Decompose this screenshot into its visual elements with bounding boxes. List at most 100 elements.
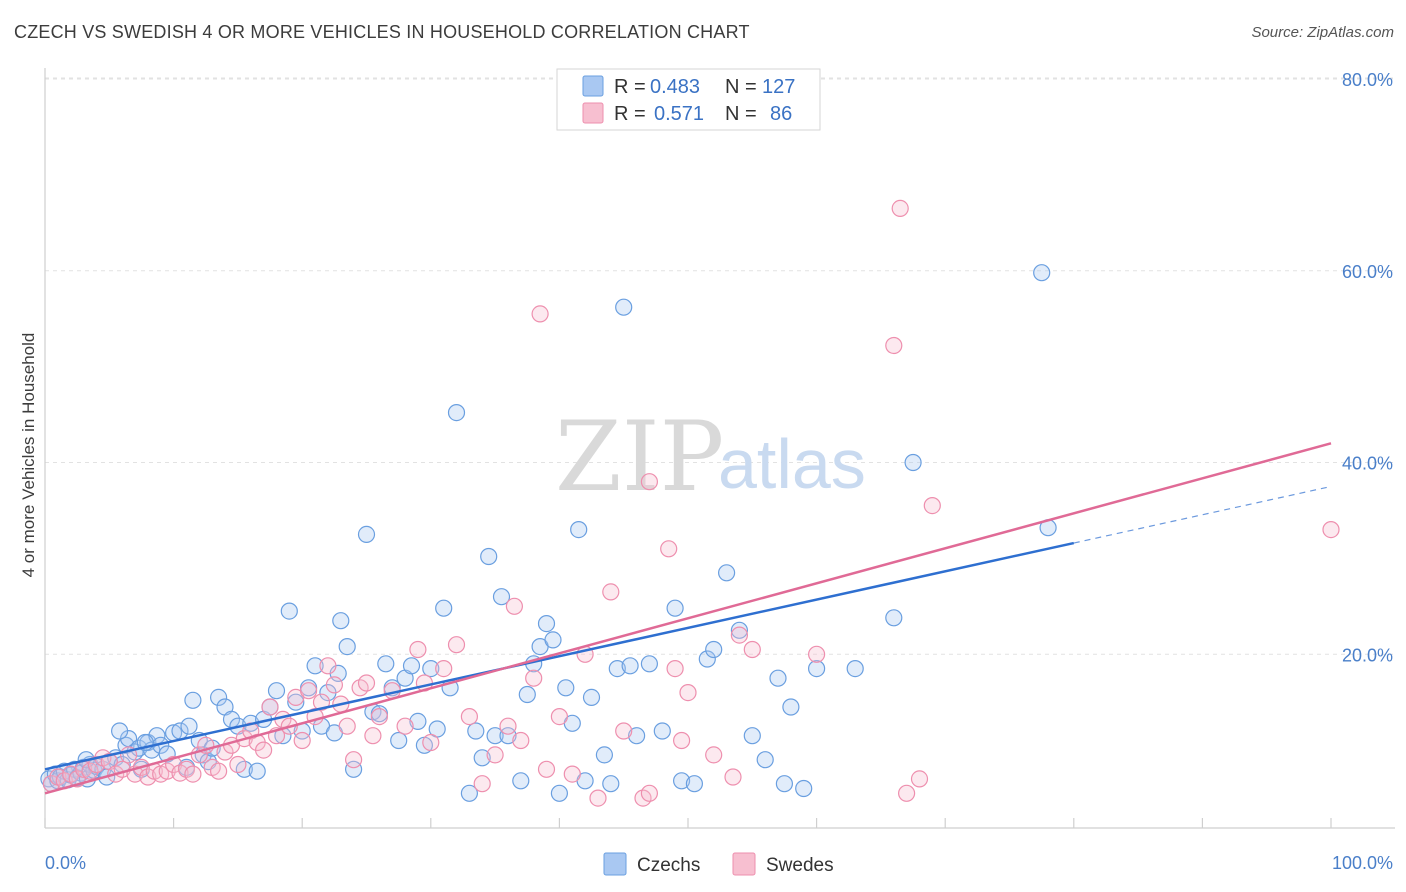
swedes-point	[229, 755, 247, 774]
swedes-point	[885, 336, 903, 355]
swedes-point	[499, 717, 517, 735]
czechs-point	[537, 614, 556, 633]
czechs-point	[110, 722, 129, 740]
czechs-point	[377, 655, 395, 673]
czechs-point	[557, 679, 575, 697]
swedes-point	[422, 733, 440, 752]
legend-n-value-swedes: 86	[770, 103, 792, 125]
swedes-point	[158, 762, 176, 780]
czechs-point	[467, 722, 485, 740]
czechs-point	[518, 685, 536, 704]
czechs-point	[743, 727, 761, 745]
watermark: ZIP atlas	[555, 401, 866, 513]
legend-n-value-czechs: 127	[762, 76, 795, 98]
czechs-point	[486, 727, 504, 745]
czechs-point	[602, 775, 620, 793]
czechs-point	[306, 657, 324, 675]
czechs-point	[447, 404, 466, 422]
y-tick-labels: 20.0% 40.0% 60.0% 80.0%	[1342, 70, 1393, 665]
swedes-point	[660, 540, 678, 558]
series-legend: Czechs Swedes	[603, 852, 834, 876]
czechs-point	[473, 749, 491, 767]
swedes-point	[563, 765, 581, 783]
czechs-point	[184, 691, 202, 709]
czechs-point	[756, 751, 774, 769]
czechs-point	[904, 453, 922, 472]
watermark-zip: ZIP	[555, 401, 724, 513]
czechs-point	[782, 698, 800, 716]
swedes-point	[550, 707, 569, 726]
legend-swatch-swedes	[582, 102, 604, 124]
czechs-point	[492, 588, 511, 606]
czechs-point	[409, 712, 427, 731]
legend-swatch-czechs	[582, 75, 604, 97]
czechs-point	[717, 564, 736, 582]
series-label-czechs: Czechs	[637, 855, 700, 876]
swedes-point	[210, 762, 228, 780]
czechs-point	[775, 775, 794, 793]
swedes-point	[525, 669, 543, 687]
legend-r-value-czechs: 0.483	[650, 76, 700, 98]
legend-n-label-czechs: N =	[725, 76, 757, 98]
czechs-point	[357, 525, 376, 544]
czechs-point	[672, 772, 691, 790]
series-label-swedes: Swedes	[766, 855, 834, 876]
legend-r-label-swedes: R =	[614, 103, 646, 125]
swedes-point	[807, 645, 826, 663]
czechs-point	[730, 621, 749, 639]
czechs-point	[666, 599, 684, 617]
czechs-point	[705, 640, 723, 659]
czechs-point	[582, 688, 601, 707]
czechs-point	[248, 762, 266, 780]
swedes-point	[891, 199, 909, 217]
czechs-point	[499, 727, 517, 745]
czechs-point	[570, 520, 588, 539]
czechs-point	[402, 657, 421, 675]
data-points	[40, 199, 1340, 807]
series-swatch-swedes	[732, 852, 756, 876]
czechs-point	[685, 775, 704, 793]
czechs-point	[480, 547, 498, 566]
swedes-trend-line	[44, 442, 1332, 795]
axes	[44, 68, 1395, 829]
czechs-point	[422, 659, 440, 678]
czechs-point	[846, 659, 864, 678]
czechs-point	[544, 631, 562, 649]
y-axis-label: 4 or more Vehicles in Household	[19, 333, 38, 578]
swedes-point	[473, 775, 491, 793]
czechs-trend-line	[44, 541, 1075, 771]
swedes-point	[705, 746, 723, 764]
y-tick-label: 80.0%	[1342, 70, 1393, 90]
czechs-point	[460, 784, 478, 802]
swedes-point	[184, 765, 202, 783]
swedes-point	[364, 727, 382, 745]
watermark-atlas: atlas	[718, 425, 866, 503]
czechs-point	[287, 693, 305, 711]
legend-r-label-czechs: R =	[614, 76, 646, 98]
czechs-point	[180, 717, 198, 735]
legend-n-label-swedes: N =	[725, 103, 757, 125]
swedes-point	[357, 674, 376, 692]
swedes-point	[505, 597, 524, 615]
y-tick-label: 20.0%	[1342, 645, 1393, 665]
x-axis-ticks	[44, 818, 1332, 828]
swedes-point	[602, 583, 620, 601]
swedes-point	[666, 659, 684, 678]
czechs-point	[267, 682, 286, 700]
swedes-point	[615, 722, 633, 740]
czechs-point	[338, 637, 356, 656]
czechs-point	[390, 731, 408, 750]
swedes-point	[679, 683, 697, 702]
swedes-point	[724, 768, 742, 786]
czechs-point	[435, 599, 453, 617]
swedes-point	[293, 731, 311, 750]
czechs-point	[117, 736, 135, 754]
trend-lines	[44, 442, 1332, 795]
czechs-point	[1033, 264, 1051, 282]
swedes-point	[460, 707, 478, 726]
series-swatch-czechs	[603, 852, 627, 876]
czechs-point	[550, 784, 569, 802]
czechs-point	[698, 650, 716, 668]
czechs-point	[640, 655, 659, 673]
y-tick-label: 40.0%	[1342, 454, 1393, 474]
